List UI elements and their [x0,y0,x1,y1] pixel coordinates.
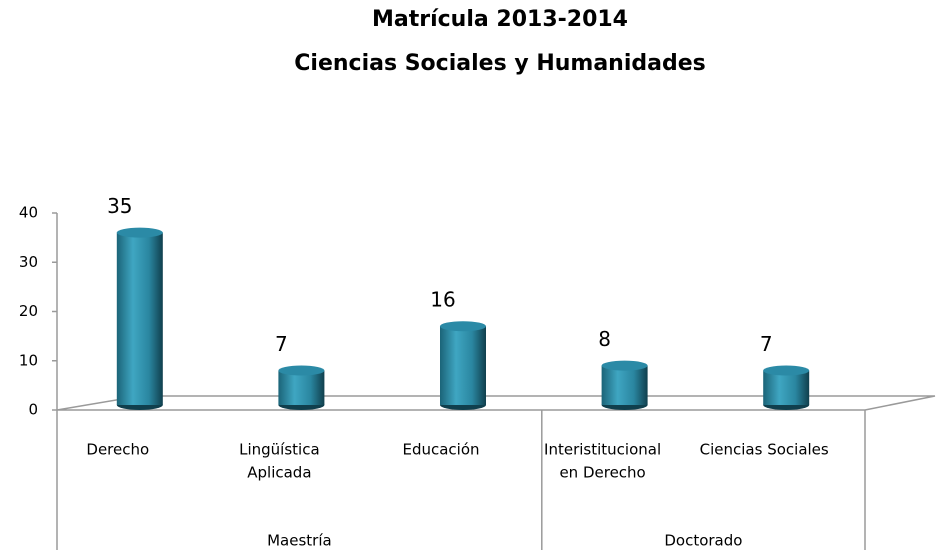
group-label: Doctorado [664,532,742,550]
bar-top [763,365,810,376]
data-label: 8 [598,327,611,351]
data-label: 16 [430,288,455,312]
bar-top [116,227,163,238]
y-tick-label: 30 [19,253,38,271]
y-tick-label: 40 [19,204,38,222]
bar [601,365,648,405]
y-tick-label: 10 [19,351,38,369]
x-tick-label: Derecho [86,441,149,459]
x-tick-label: Aplicada [247,464,311,482]
y-tick-label: 20 [19,302,38,320]
bar-top [601,360,648,371]
x-tick-label: Ciencias Sociales [700,441,829,459]
chart-title: Ciencias Sociales y Humanidades [294,51,705,76]
data-label: 7 [275,332,288,356]
data-label: 35 [107,194,132,218]
y-tick-label: 0 [28,401,38,419]
bar [763,370,810,405]
x-tick-label: en Derecho [559,464,645,482]
bar-top [278,365,325,376]
x-tick-label: Interistitucional [544,441,661,459]
bar [440,326,486,405]
x-tick-label: Lingüística [239,441,320,459]
chart-title: Matrícula 2013-2014 [372,7,628,32]
bar [278,370,325,405]
data-label: 7 [760,332,773,356]
bar-top [440,321,486,332]
group-label: Maestría [267,532,332,550]
bar [116,232,163,405]
x-tick-label: Educación [402,441,479,459]
floor [56,395,936,411]
